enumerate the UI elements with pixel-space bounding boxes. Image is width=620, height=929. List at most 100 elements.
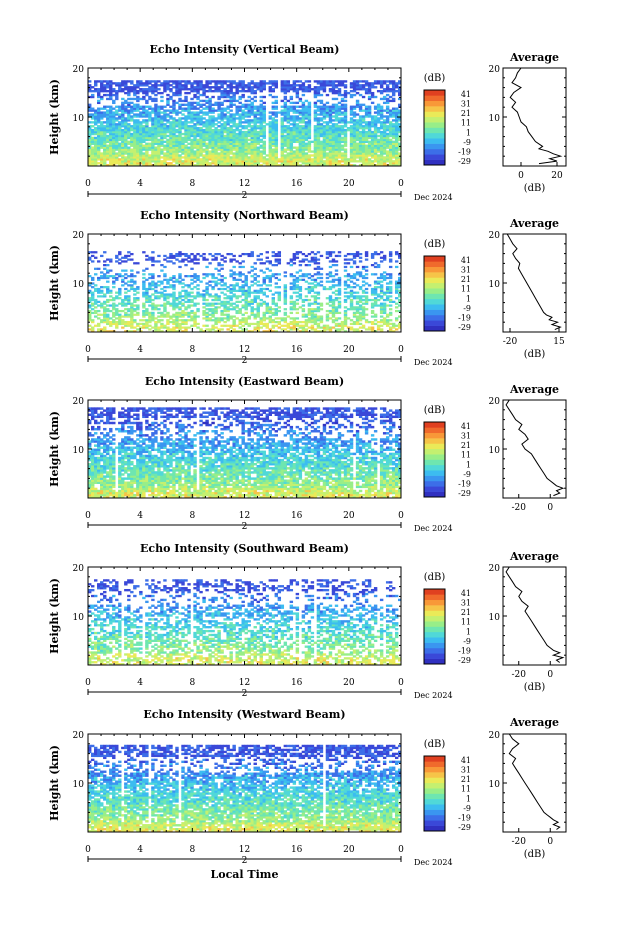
echo-cell	[169, 96, 172, 98]
echo-cell	[142, 251, 145, 253]
echo-cell	[106, 281, 109, 283]
echo-cell	[106, 304, 109, 306]
echo-cell	[290, 312, 293, 314]
echo-cell	[130, 80, 133, 82]
echo-cell	[151, 303, 154, 305]
echo-cell	[290, 286, 293, 288]
echo-cell	[196, 96, 199, 98]
echo-cell	[266, 288, 269, 290]
echo-cell	[257, 147, 260, 149]
echo-cell	[184, 104, 187, 106]
echo-cell	[320, 117, 323, 119]
echo-cell	[266, 275, 269, 277]
echo-cell	[290, 295, 293, 297]
echo-cell	[232, 306, 235, 308]
echo-cell	[211, 325, 214, 327]
echo-cell	[211, 295, 214, 297]
profile-x-tick-label: 0	[518, 171, 524, 181]
echo-cell	[169, 80, 172, 82]
echo-cell	[284, 154, 287, 156]
echo-cell	[151, 293, 154, 295]
echo-cell	[344, 90, 347, 92]
echo-cell	[332, 115, 335, 117]
echo-cell	[260, 96, 263, 98]
echo-cell	[91, 94, 94, 96]
echo-cell	[238, 286, 241, 288]
echo-cell	[208, 284, 211, 286]
echo-cell	[272, 325, 275, 327]
echo-cell	[278, 321, 281, 323]
echo-cell	[139, 106, 142, 108]
echo-cell	[293, 147, 296, 149]
echo-cell	[266, 284, 269, 286]
echo-cell	[368, 106, 371, 108]
echo-cell	[272, 111, 275, 113]
echo-cell	[269, 315, 272, 317]
colorbar-swatch	[424, 90, 445, 96]
echo-cell	[223, 100, 226, 102]
echo-cell	[353, 119, 356, 121]
echo-cell	[118, 303, 121, 305]
echo-cell	[214, 127, 217, 129]
echo-cell	[226, 328, 229, 330]
echo-cell	[133, 304, 136, 306]
echo-cell	[260, 150, 263, 152]
echo-cell	[136, 297, 139, 299]
echo-cell	[223, 314, 226, 316]
echo-cell	[163, 266, 166, 268]
echo-cell	[235, 100, 238, 102]
echo-cell	[91, 147, 94, 149]
echo-cell	[269, 306, 272, 308]
echo-cell	[371, 82, 374, 84]
echo-cell	[199, 127, 202, 129]
echo-cell	[94, 127, 97, 129]
echo-cell	[350, 94, 353, 96]
echo-cell	[100, 121, 103, 123]
echo-cell	[175, 259, 178, 261]
echo-cell	[181, 121, 184, 123]
echo-cell	[211, 129, 214, 131]
echo-cell	[124, 255, 127, 257]
echo-cell	[302, 304, 305, 306]
echo-cell	[145, 288, 148, 290]
echo-cell	[308, 84, 311, 86]
echo-cell	[103, 80, 106, 82]
echo-cell	[208, 281, 211, 283]
echo-cell	[245, 84, 248, 86]
echo-cell	[139, 319, 142, 321]
echo-cell	[389, 96, 392, 98]
echo-cell	[205, 273, 208, 275]
echo-cell	[302, 102, 305, 104]
echo-cell	[226, 253, 229, 255]
echo-cell	[220, 317, 223, 319]
date-marker: 2	[242, 191, 248, 201]
echo-cell	[359, 84, 362, 86]
echo-cell	[175, 135, 178, 137]
echo-cell	[202, 317, 205, 319]
echo-cell	[314, 80, 317, 82]
echo-cell	[178, 260, 181, 262]
echo-cell	[109, 270, 112, 272]
echo-cell	[187, 147, 190, 149]
echo-cell	[245, 275, 248, 277]
echo-cell	[386, 98, 389, 100]
echo-cell	[196, 111, 199, 113]
echo-cell	[184, 264, 187, 266]
echo-cell	[139, 111, 142, 113]
echo-cell	[220, 325, 223, 327]
echo-cell	[133, 314, 136, 316]
echo-cell	[196, 80, 199, 82]
echo-cell	[269, 275, 272, 277]
echo-cell	[112, 94, 115, 96]
echo-cell	[208, 150, 211, 152]
echo-cell	[329, 80, 332, 82]
echo-cell	[103, 273, 106, 275]
echo-cell	[299, 306, 302, 308]
echo-cell	[284, 308, 287, 310]
echo-cell	[278, 259, 281, 261]
echo-cell	[229, 273, 232, 275]
echo-cell	[142, 310, 145, 312]
echo-cell	[121, 270, 124, 272]
echo-cell	[163, 259, 166, 261]
echo-cell	[248, 156, 251, 158]
